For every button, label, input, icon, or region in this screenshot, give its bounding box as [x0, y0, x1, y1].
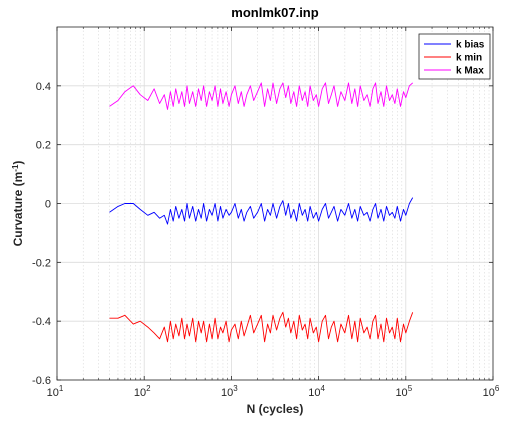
- series-line-k-bias: [109, 197, 414, 225]
- legend-label: k min: [456, 53, 482, 64]
- y-axis-label: Curvature (m-1): [11, 161, 25, 247]
- y-tick-label: -0.4: [32, 316, 51, 328]
- y-tick-labels: -0.6 -0.4 -0.2 0 0.2 0.4: [32, 81, 51, 387]
- x-tick-label-base: 10: [483, 387, 495, 399]
- legend-label: k Max: [456, 66, 484, 77]
- x-axis-label: N (cycles): [247, 402, 304, 416]
- x-tick-label-base: 10: [134, 387, 146, 399]
- y-tick-label: 0.4: [36, 81, 51, 93]
- tick-marks: [56, 27, 494, 381]
- x-tick-label: 104: [308, 384, 325, 399]
- y-tick-label: -0.6: [32, 375, 51, 387]
- chart-title: monlmk07.inp: [231, 5, 318, 20]
- x-tick-label-exponent: 4: [320, 384, 325, 393]
- series-layer: [109, 82, 414, 343]
- x-tick-label-exponent: 3: [233, 384, 238, 393]
- x-tick-label: 102: [134, 384, 151, 399]
- x-tick-labels: 101 102 103 104 105 106: [47, 384, 500, 399]
- x-tick-label: 101: [47, 384, 64, 399]
- x-tick-label-base: 10: [221, 387, 233, 399]
- x-tick-label: 103: [221, 384, 238, 399]
- x-tick-label-base: 10: [395, 387, 407, 399]
- x-tick-label: 106: [483, 384, 500, 399]
- y-axis-label-exponent: -1: [11, 164, 20, 172]
- x-tick-label-exponent: 1: [59, 384, 64, 393]
- y-axis-label-main: Curvature (m: [11, 172, 25, 247]
- y-tick-label: -0.2: [32, 257, 51, 269]
- x-tick-label-exponent: 2: [146, 384, 151, 393]
- x-tick-label-base: 10: [47, 387, 59, 399]
- x-tick-label-exponent: 5: [408, 384, 413, 393]
- series-line-k-min: [109, 311, 414, 343]
- x-tick-label-exponent: 6: [495, 384, 500, 393]
- y-axis-label-close: ): [11, 161, 25, 165]
- y-tick-label: 0.2: [36, 140, 51, 152]
- legend-label: k bias: [456, 40, 485, 51]
- y-tick-label: 0: [45, 199, 51, 211]
- series-line-k-max: [109, 82, 413, 110]
- x-tick-label: 105: [395, 384, 412, 399]
- x-tick-label-base: 10: [308, 387, 320, 399]
- legend: k bias k min k Max: [418, 33, 491, 80]
